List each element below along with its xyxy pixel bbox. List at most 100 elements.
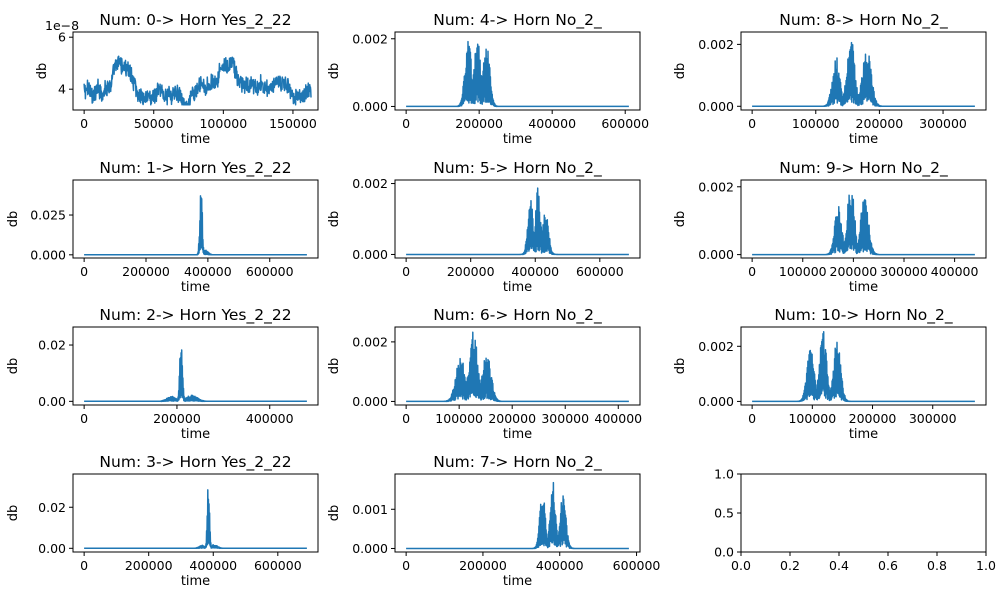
subplot-title: Num: 8-> Horn No_2_ <box>779 11 948 30</box>
x-tick-label: 0.8 <box>927 558 947 573</box>
x-axis-label: time <box>849 427 878 442</box>
y-tick-label: 0.000 <box>30 247 66 262</box>
y-tick-label: 0.000 <box>352 99 388 114</box>
axes-frame <box>740 326 987 406</box>
y-tick-label: 0.000 <box>352 394 388 409</box>
axes-frame <box>72 31 319 111</box>
y-tick-label: 0.002 <box>698 179 734 194</box>
y-axis-label: db <box>673 63 688 80</box>
x-tick-label: 100000 <box>435 411 483 426</box>
y-axis-label: db <box>6 211 21 228</box>
axes-frame <box>740 179 987 259</box>
x-tick-label: 600000 <box>601 116 649 131</box>
x-tick-label: 0 <box>80 116 88 131</box>
series-line <box>83 195 308 256</box>
x-tick-label: 200000 <box>830 264 878 279</box>
y-axis-label: db <box>327 63 342 80</box>
x-tick-label: 0.2 <box>780 558 800 573</box>
x-tick-label: 0 <box>402 411 410 426</box>
y-axis-label: db <box>327 358 342 375</box>
x-tick-label: 0 <box>80 558 88 573</box>
y-axis-label: db <box>6 358 21 375</box>
x-tick-label: 0 <box>80 411 88 426</box>
x-tick-label: 100000 <box>792 116 840 131</box>
x-tick-label: 200000 <box>488 411 536 426</box>
subplot-8: Num: 8-> Horn No_2_ 0 100000 200000 300000 0.… <box>673 11 987 147</box>
x-tick-label: 200000 <box>447 264 495 279</box>
x-axis-label: time <box>849 280 878 295</box>
y-tick-label: 0.002 <box>352 334 388 349</box>
subplot-2: Num: 2-> Horn Yes_2_22 0 200000 400000 0.00 0… <box>6 306 319 442</box>
x-tick-label: 0 <box>80 264 88 279</box>
subplot-7: Num: 7-> Horn No_2_ 0 200000 400000 600000 0.… <box>327 453 660 589</box>
x-tick-label: 600000 <box>254 558 302 573</box>
subplot-title: Num: 3-> Horn Yes_2_22 <box>99 453 291 472</box>
x-axis-label: time <box>503 427 532 442</box>
y-tick-label: 0.000 <box>698 99 734 114</box>
series-line <box>405 481 630 550</box>
x-axis-label: time <box>503 574 532 589</box>
subplot-4: Num: 4-> Horn No_2_ 0 200000 400000 600000 0.… <box>327 11 649 147</box>
axes-frame <box>394 179 641 259</box>
y-tick-label: 0.001 <box>352 502 388 517</box>
y-offset-label: 1e−8 <box>45 18 79 33</box>
subplot-title: Num: 1-> Horn Yes_2_22 <box>99 159 291 178</box>
x-tick-label: 200000 <box>125 558 173 573</box>
subplot-title: Num: 4-> Horn No_2_ <box>433 11 602 30</box>
subplot-6: Num: 6-> Horn No_2_ 0 100000 200000 300000 40… <box>327 306 642 442</box>
y-axis-label: db <box>327 505 342 522</box>
series-line <box>83 489 308 550</box>
y-tick-label: 0.000 <box>352 247 388 262</box>
subplot-title: Num: 6-> Horn No_2_ <box>433 306 602 325</box>
x-axis-label: time <box>181 132 210 147</box>
y-tick-label: 0.002 <box>698 339 734 354</box>
subplot-title: Num: 7-> Horn No_2_ <box>433 453 602 472</box>
x-tick-label: 100000 <box>788 411 836 426</box>
x-tick-label: 400000 <box>189 558 237 573</box>
y-tick-label: 0.000 <box>352 541 388 556</box>
y-tick-label: 0.025 <box>30 208 66 223</box>
x-axis-label: time <box>181 574 210 589</box>
y-tick-label: 0.000 <box>698 247 734 262</box>
x-tick-label: 1.0 <box>976 558 996 573</box>
subplot-1: Num: 1-> Horn Yes_2_22 0 200000 400000 60000… <box>6 159 319 295</box>
x-axis-label: time <box>181 427 210 442</box>
y-tick-label: 0.000 <box>698 394 734 409</box>
x-tick-label: 200000 <box>122 264 170 279</box>
x-axis-label: time <box>849 132 878 147</box>
x-tick-label: 300000 <box>909 411 957 426</box>
x-tick-label: 200000 <box>153 411 201 426</box>
subplot-title: Num: 10-> Horn No_2_ <box>774 306 953 325</box>
y-axis-label: db <box>673 211 688 228</box>
y-axis-label: db <box>35 63 50 80</box>
x-tick-label: 400000 <box>536 558 584 573</box>
subplot-title: Num: 0-> Horn Yes_2_22 <box>99 11 291 30</box>
x-tick-label: 300000 <box>919 116 967 131</box>
y-axis-label: db <box>673 358 688 375</box>
subplot-11: 0.0 0.2 0.4 0.6 0.8 1.0 0.0 0.5 1.0 <box>714 467 996 574</box>
x-tick-label: 100000 <box>779 264 827 279</box>
x-tick-label: 0.0 <box>731 558 751 573</box>
y-tick-label: 0.02 <box>38 500 66 515</box>
x-tick-label: 0 <box>748 411 756 426</box>
x-tick-label: 200000 <box>849 411 897 426</box>
y-tick-label: 6 <box>58 30 66 45</box>
x-tick-label: 400000 <box>594 411 642 426</box>
x-tick-label: 600000 <box>576 264 624 279</box>
axes-frame <box>394 473 641 553</box>
subplot-0: Num: 0-> Horn Yes_2_22 0 50000 100000 150000… <box>35 11 319 147</box>
y-tick-label: 0.5 <box>714 506 734 521</box>
x-axis-label: time <box>503 132 532 147</box>
subplot-3: Num: 3-> Horn Yes_2_22 0 200000 400000 60000… <box>6 453 319 589</box>
series-line <box>405 40 630 108</box>
y-tick-label: 4 <box>58 82 66 97</box>
series-line <box>751 41 976 108</box>
y-tick-label: 0.00 <box>38 394 66 409</box>
axes-frame <box>740 31 987 111</box>
x-tick-label: 400000 <box>511 264 559 279</box>
x-tick-label: 0 <box>748 116 756 131</box>
x-tick-label: 50000 <box>134 116 174 131</box>
x-tick-label: 600000 <box>246 264 294 279</box>
axes-frame <box>394 31 641 111</box>
x-tick-label: 0.6 <box>878 558 898 573</box>
